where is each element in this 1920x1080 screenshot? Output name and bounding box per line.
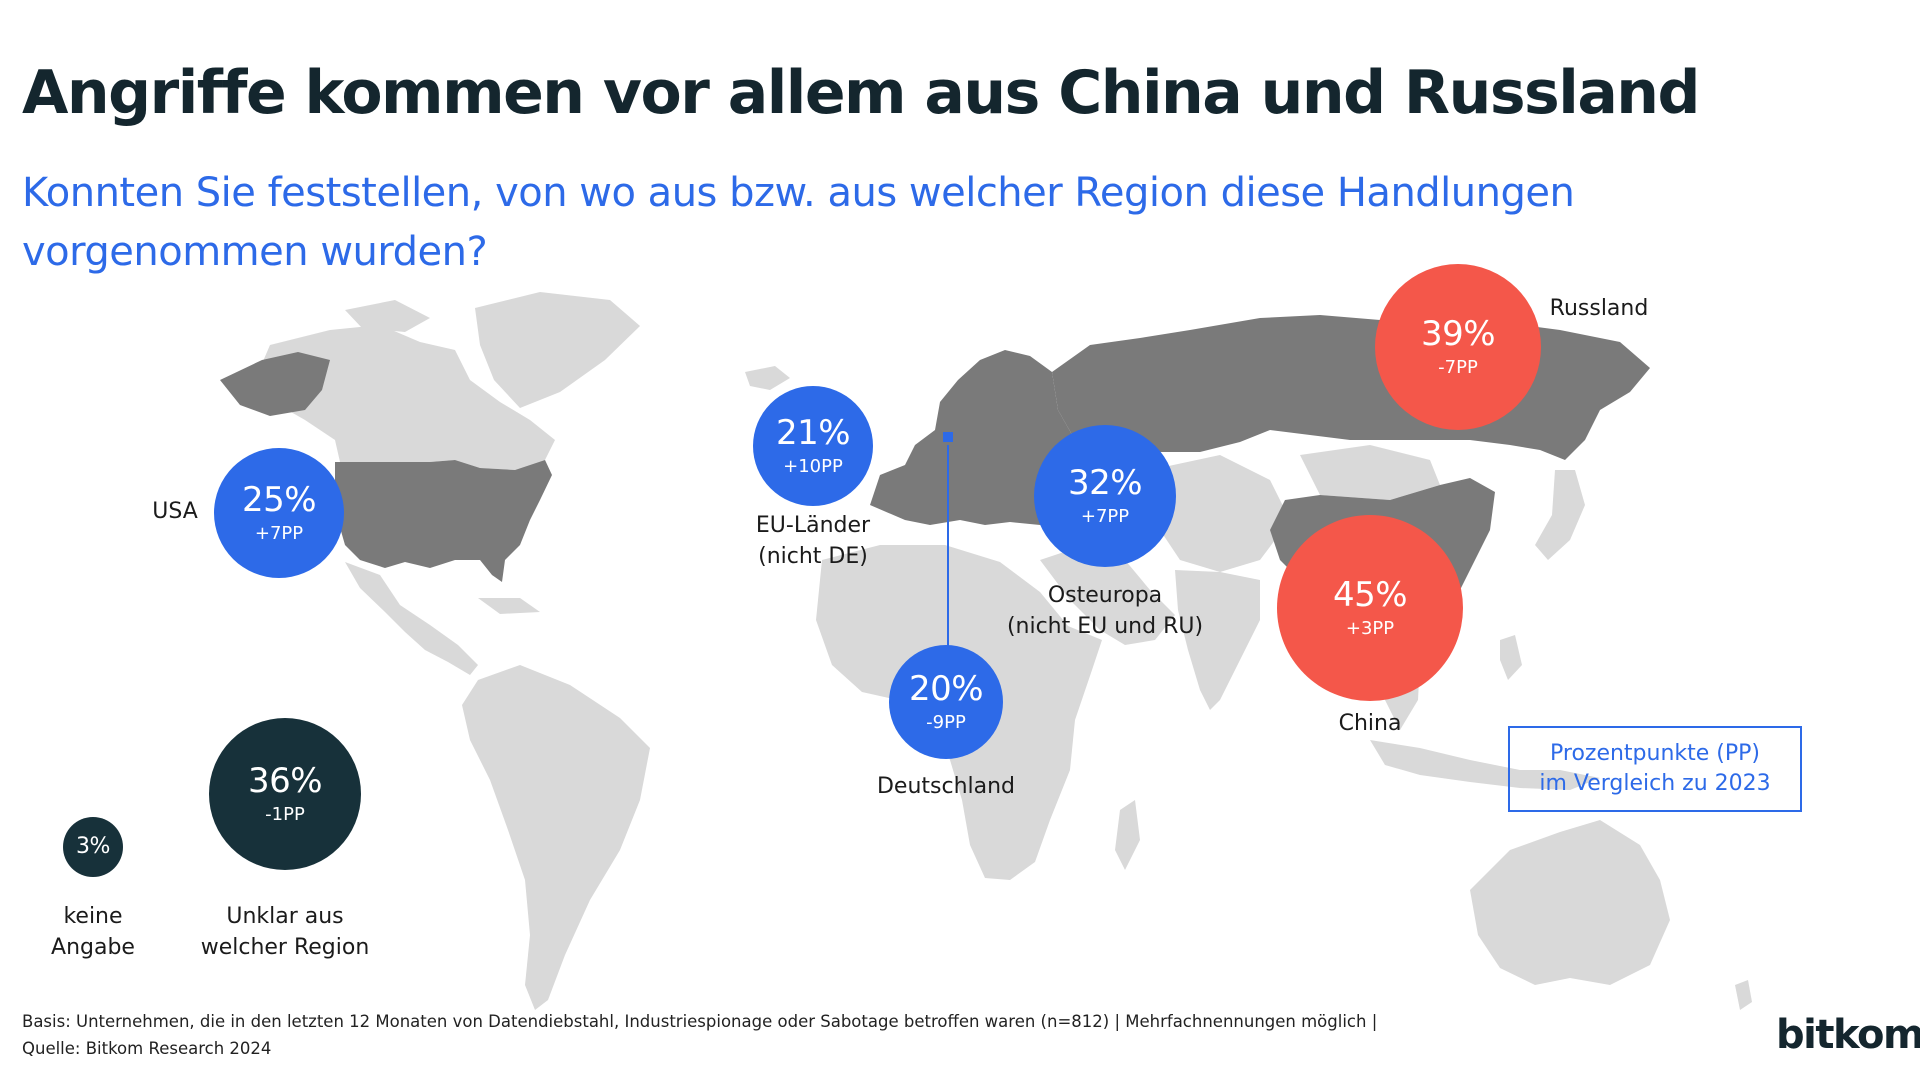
new-zealand (1735, 980, 1752, 1010)
footnote-basis: Basis: Unternehmen, die in den letzten 1… (22, 1012, 1378, 1031)
label-deutschland: Deutschland (876, 774, 1016, 799)
eu-percent: 21% (775, 413, 851, 454)
china-percent: 45% (1332, 575, 1408, 616)
greenland (475, 292, 640, 408)
label-unklar-line1: Unklar aus (226, 904, 344, 929)
mongolia (1300, 445, 1440, 500)
bubble-usa: 25% +7PP (214, 448, 344, 578)
label-usa: USA (152, 499, 198, 524)
label-osteuropa-line1: Osteuropa (1047, 583, 1163, 608)
osteuropa-percent: 32% (1067, 463, 1143, 504)
footnote: Basis: Unternehmen, die in den letzten 1… (22, 1008, 1377, 1062)
bubble-china: 45% +3PP (1277, 515, 1463, 701)
label-russland: Russland (1549, 296, 1649, 321)
label-eu: EU-Länder (nicht DE) (713, 510, 913, 572)
legend-box: Prozentpunkte (PP) im Vergleich zu 2023 (1508, 726, 1802, 812)
label-osteuropa: Osteuropa (nicht EU und RU) (985, 580, 1225, 642)
label-eu-line1: EU-Länder (755, 513, 871, 538)
label-keine-angabe: keine Angabe (33, 901, 153, 963)
unklar-percent: 36% (247, 761, 323, 802)
middle-east (1040, 545, 1175, 645)
canada-islands (345, 300, 430, 332)
label-eu-line2: (nicht DE) (758, 544, 868, 569)
india (1175, 570, 1260, 710)
usa-change: +7PP (254, 522, 304, 544)
legend-line2: im Vergleich zu 2023 (1539, 771, 1771, 796)
label-unklar-line2: welcher Region (200, 935, 370, 960)
iceland (745, 366, 790, 390)
unklar-change: -1PP (265, 803, 305, 825)
canada (255, 325, 555, 470)
indonesia (1370, 740, 1600, 790)
russland-percent: 39% (1420, 314, 1496, 355)
madagascar (1115, 800, 1140, 870)
footnote-source: Quelle: Bitkom Research 2024 (22, 1039, 272, 1058)
bubble-russland: 39% -7PP (1375, 264, 1541, 430)
usa (335, 460, 552, 582)
label-keine-angabe-line2: Angabe (51, 935, 135, 960)
bitkom-logo: bitkom (1776, 1012, 1920, 1058)
label-china: China (1338, 711, 1402, 736)
eu-change: +10PP (783, 455, 843, 477)
label-keine-angabe-line1: keine (63, 904, 123, 929)
caribbean (478, 598, 540, 614)
bubble-keine-angabe: 3% (63, 817, 123, 877)
bubble-deutschland: 20% -9PP (889, 645, 1003, 759)
bubble-osteuropa: 32% +7PP (1034, 425, 1176, 567)
bubble-eu: 21% +10PP (753, 386, 873, 506)
philippines (1500, 635, 1522, 680)
central-asia (1150, 455, 1290, 572)
usa-percent: 25% (241, 480, 317, 521)
page-subtitle: Konnten Sie feststellen, von wo aus bzw.… (22, 170, 1575, 275)
deutschland-change: -9PP (926, 711, 966, 733)
russland-change: -7PP (1438, 356, 1478, 378)
mexico-central-america (345, 562, 478, 675)
keine-angabe-percent: 3% (76, 833, 110, 859)
label-osteuropa-line2: (nicht EU und RU) (1006, 614, 1204, 639)
alaska (220, 352, 330, 416)
label-unklar: Unklar aus welcher Region (175, 901, 395, 963)
japan (1535, 470, 1585, 560)
deutschland-marker (943, 432, 953, 442)
south-america (462, 665, 650, 1010)
china-change: +3PP (1345, 617, 1395, 639)
deutschland-percent: 20% (908, 669, 984, 710)
bubble-unklar: 36% -1PP (209, 718, 361, 870)
osteuropa-change: +7PP (1080, 505, 1130, 527)
page-title: Angriffe kommen vor allem aus China und … (22, 58, 1700, 128)
legend-line1: Prozentpunkte (PP) (1550, 741, 1760, 766)
australia (1470, 820, 1670, 985)
